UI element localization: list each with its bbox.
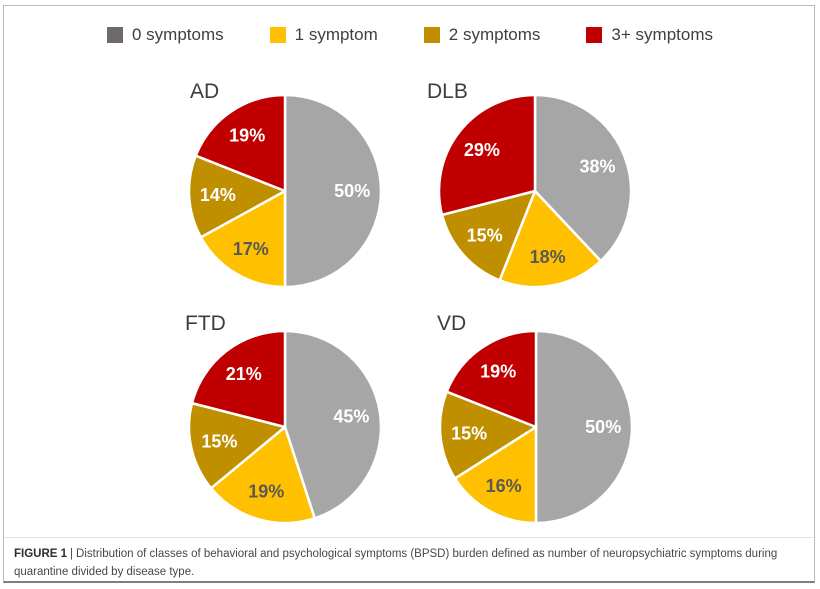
- pie-slice-percentage-label: 19%: [480, 361, 516, 381]
- pie-slice-1-symptom: [498, 189, 602, 289]
- pie-slice-percentage-label: 16%: [486, 476, 522, 496]
- pie-title-dlb: DLB: [427, 80, 468, 103]
- pie-slice-percentage-label: 15%: [201, 432, 237, 452]
- caption-figure-label: FIGURE 1: [14, 548, 68, 560]
- pie-slice-2-symptoms: [440, 189, 537, 282]
- pie-slice-1-symptom: [199, 189, 287, 289]
- caption-text: Distribution of classes of behavioral an…: [14, 548, 778, 578]
- pie-slice-0-symptoms: [533, 93, 633, 263]
- pie-slice-percentage-label: 17%: [233, 239, 269, 259]
- pie-title-vd: VD: [437, 312, 467, 335]
- pie-slice-1-symptom: [453, 425, 538, 525]
- pie-chart-ad: 50% 17% 14% 19%: [187, 93, 383, 289]
- pie-slice-3+-symptoms: [445, 329, 538, 429]
- legend-item: 0 symptoms: [107, 26, 224, 43]
- pie-chart-vd: 50% 16% 15% 19%: [438, 329, 634, 525]
- pie-title-ftd: FTD: [185, 312, 226, 335]
- pie-slice-0-symptoms: [283, 93, 383, 289]
- pie-chart-dlb: 38% 18% 15% 29%: [437, 93, 633, 289]
- pie-slice-percentage-label: 14%: [200, 185, 236, 205]
- pie-slice-percentage-label: 19%: [248, 482, 284, 502]
- pie-slice-2-symptoms: [438, 390, 538, 480]
- pie-slice-2-symptoms: [187, 154, 287, 239]
- legend-item: 1 symptom: [269, 25, 378, 44]
- pie-slice-2-symptoms: [187, 401, 287, 490]
- legend-label: 0 symptoms: [132, 25, 224, 44]
- pie-slice-percentage-label: 15%: [451, 423, 487, 443]
- legend-label: 1 symptom: [294, 25, 378, 44]
- pie-slice-0-symptoms: [283, 329, 383, 520]
- pie-slice-0-symptoms: [534, 329, 634, 525]
- pie-chart-ftd: 45% 19% 15% 21%: [187, 329, 383, 525]
- pie-slice-percentage-label: 21%: [226, 364, 262, 384]
- legend-color-swatch-icon: [107, 26, 123, 43]
- caption-separator: |: [70, 548, 74, 560]
- legend-label: 3+ symptoms: [611, 25, 713, 44]
- pie-title-ad: AD: [190, 80, 220, 103]
- legend-color-swatch-icon: [586, 26, 603, 43]
- pie-slice-percentage-label: 18%: [530, 247, 566, 267]
- pie-slice-percentage-label: 29%: [464, 140, 500, 160]
- pie-slice-percentage-label: 50%: [334, 181, 370, 201]
- pie-slice-percentage-label: 19%: [229, 125, 265, 145]
- figure-caption: FIGURE 1 | Distribution of classes of beha…: [14, 546, 808, 582]
- pie-slice-percentage-label: 50%: [585, 417, 621, 437]
- pie-slice-3+-symptoms: [190, 329, 287, 429]
- legend-label: 2 symptoms: [448, 25, 541, 44]
- legend-color-swatch-icon: [269, 26, 286, 43]
- pie-slice-percentage-label: 38%: [579, 156, 615, 176]
- legend-item: 3+ symptoms: [586, 26, 713, 43]
- pie-slice-percentage-label: 15%: [467, 225, 503, 245]
- figure-border-box: [3, 5, 815, 583]
- pie-slice-1-symptom: [209, 425, 316, 525]
- legend-item: 2 symptoms: [423, 25, 541, 44]
- caption-divider: [4, 537, 816, 538]
- legend-color-swatch-icon: [423, 26, 440, 43]
- pie-slice-3+-symptoms: [194, 93, 287, 193]
- pie-slice-percentage-label: 45%: [333, 407, 369, 427]
- pie-slice-3+-symptoms: [437, 93, 537, 217]
- chart-legend: 0 symptoms 1 symptom 2 symptoms 3+ symptoms: [4, 26, 816, 43]
